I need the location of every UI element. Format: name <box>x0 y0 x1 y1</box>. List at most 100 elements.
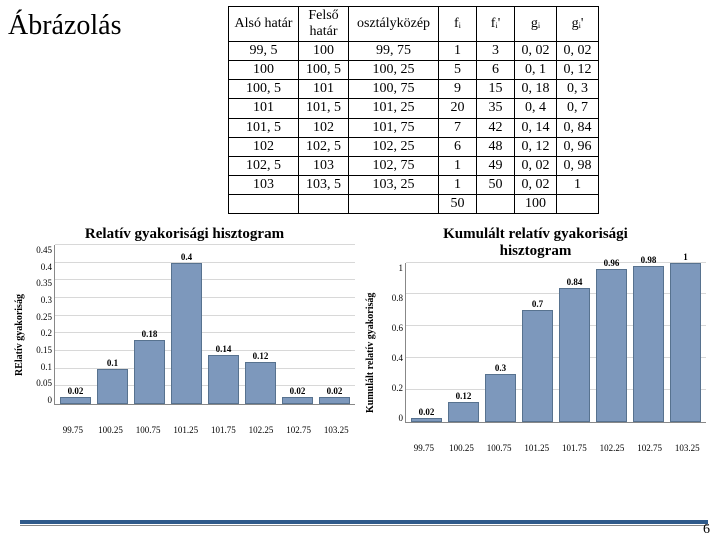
table-cell: 102, 75 <box>349 156 439 175</box>
relative-histogram: Relatív gyakorisági hisztogram RElatív g… <box>14 226 355 453</box>
table-cell: 0, 96 <box>557 137 599 156</box>
page-number: 6 <box>703 522 710 538</box>
bar: 0.02 <box>60 397 90 404</box>
bar: 0.18 <box>134 340 164 404</box>
bar: 0.02 <box>319 397 349 404</box>
bar: 0.02 <box>282 397 312 404</box>
table-cell: 0, 02 <box>515 175 557 194</box>
bar-slot: 1 <box>667 263 704 422</box>
table-cell: 0, 3 <box>557 80 599 99</box>
bar-slot: 0.1 <box>94 245 131 404</box>
bar: 0.96 <box>596 269 626 422</box>
y-axis-label-right: Kumulált relatív gyakoriság <box>365 263 379 443</box>
table-cell: 99, 5 <box>229 42 299 61</box>
bar-slot: 0.02 <box>279 245 316 404</box>
table-cell: 101 <box>299 80 349 99</box>
bar-slot: 0.7 <box>519 263 556 422</box>
table-cell: 49 <box>477 156 515 175</box>
bar-slot: 0.02 <box>57 245 94 404</box>
bar-label: 0.96 <box>604 258 620 268</box>
table-cell: 102 <box>299 118 349 137</box>
table-cell: 1 <box>439 42 477 61</box>
table-header: osztályközép <box>349 7 439 42</box>
table-cell: 102 <box>229 137 299 156</box>
table-cell: 0, 18 <box>515 80 557 99</box>
plot-area-right: 0.020.120.30.70.840.960.981 <box>405 263 706 423</box>
data-table: Alsó határFelső határosztályközépfᵢfᵢ'gᵢ… <box>228 6 599 214</box>
bar: 0.4 <box>171 263 201 404</box>
bar-slot: 0.14 <box>205 245 242 404</box>
table-row: 100, 5101100, 759150, 180, 3 <box>229 80 599 99</box>
table-header: Felső határ <box>299 7 349 42</box>
table-cell: 103, 5 <box>299 175 349 194</box>
bar-label: 0.1 <box>107 358 118 368</box>
table-cell: 100 <box>229 61 299 80</box>
table-row: 103103, 5103, 251500, 021 <box>229 175 599 194</box>
table-cell: 0, 02 <box>515 156 557 175</box>
table-cell: 100 <box>515 194 557 213</box>
bar-label: 1 <box>683 252 688 262</box>
table-cell: 101, 25 <box>349 99 439 118</box>
bar-slot: 0.18 <box>131 245 168 404</box>
table-cell: 0, 12 <box>557 61 599 80</box>
table-cell: 5 <box>439 61 477 80</box>
table-cell <box>477 194 515 213</box>
table-cell: 0, 02 <box>515 42 557 61</box>
x-ticks-right: 99.75100.25100.75101.25101.75102.25102.7… <box>405 443 706 453</box>
table-cell: 101 <box>229 99 299 118</box>
table-cell: 0, 98 <box>557 156 599 175</box>
table-header: gᵢ' <box>557 7 599 42</box>
bar: 0.84 <box>559 288 589 422</box>
table-cell: 1 <box>439 156 477 175</box>
cumulative-histogram: Kumulált relatív gyakorisági hisztogram … <box>365 226 706 453</box>
table-cell: 9 <box>439 80 477 99</box>
table-header: Alsó határ <box>229 7 299 42</box>
table-cell: 3 <box>477 42 515 61</box>
table-cell <box>299 194 349 213</box>
y-ticks-left: 00.050.10.150.20.250.30.350.40.45 <box>28 245 54 405</box>
table-cell: 0, 1 <box>515 61 557 80</box>
table-cell: 50 <box>477 175 515 194</box>
bar-label: 0.7 <box>532 299 543 309</box>
table-cell: 103, 25 <box>349 175 439 194</box>
table-cell: 100, 5 <box>229 80 299 99</box>
bar-label: 0.12 <box>456 391 472 401</box>
table-row: 101101, 5101, 2520350, 40, 7 <box>229 99 599 118</box>
bar-slot: 0.3 <box>482 263 519 422</box>
bar-label: 0.02 <box>290 386 306 396</box>
table-cell: 0, 02 <box>557 42 599 61</box>
table-cell: 102, 5 <box>299 137 349 156</box>
table-cell: 7 <box>439 118 477 137</box>
page-title: Ábrázolás <box>8 6 228 42</box>
bar-slot: 0.4 <box>168 245 205 404</box>
bar-slot: 0.84 <box>556 263 593 422</box>
bar-label: 0.02 <box>68 386 84 396</box>
table-cell: 35 <box>477 99 515 118</box>
table-cell: 0, 7 <box>557 99 599 118</box>
bar-label: 0.18 <box>142 329 158 339</box>
bar-label: 0.98 <box>641 255 657 265</box>
table-cell: 102, 5 <box>229 156 299 175</box>
bar-slot: 0.96 <box>593 263 630 422</box>
bar-slot: 0.02 <box>408 263 445 422</box>
table-cell: 20 <box>439 99 477 118</box>
bar: 0.7 <box>522 310 552 421</box>
table-cell: 50 <box>439 194 477 213</box>
table-cell: 48 <box>477 137 515 156</box>
table-cell: 15 <box>477 80 515 99</box>
table-row: 99, 510099, 75130, 020, 02 <box>229 42 599 61</box>
table-cell: 100 <box>299 42 349 61</box>
y-ticks-right: 00.20.40.60.81 <box>379 263 405 423</box>
table-row: 100100, 5100, 25560, 10, 12 <box>229 61 599 80</box>
table-cell: 103 <box>299 156 349 175</box>
table-cell: 101, 75 <box>349 118 439 137</box>
plot-area-left: 0.020.10.180.40.140.120.020.02 <box>54 245 355 405</box>
table-cell <box>557 194 599 213</box>
table-cell: 100, 75 <box>349 80 439 99</box>
table-cell: 0, 4 <box>515 99 557 118</box>
table-row: 101, 5102101, 757420, 140, 84 <box>229 118 599 137</box>
bar-label: 0.14 <box>216 344 232 354</box>
table-cell: 1 <box>439 175 477 194</box>
bar-label: 0.84 <box>567 277 583 287</box>
table-header: gᵢ <box>515 7 557 42</box>
